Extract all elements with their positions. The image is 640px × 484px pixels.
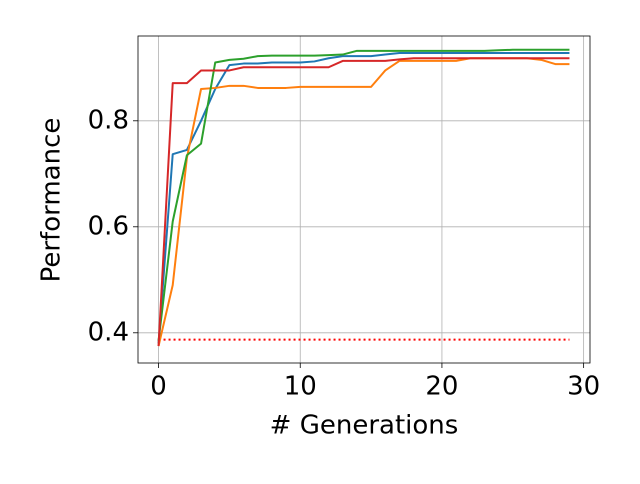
x-tick-label: 20	[425, 372, 458, 402]
x-axis-label: # Generations	[270, 411, 459, 441]
series-line	[157, 51, 570, 344]
series-line	[157, 57, 570, 347]
series-line	[157, 48, 570, 341]
x-tick-label: 0	[150, 372, 167, 402]
x-tick-label: 10	[284, 372, 317, 402]
x-tick-label: 30	[567, 372, 600, 402]
y-axis-label: Performance	[37, 118, 67, 283]
plot-frame	[137, 35, 591, 364]
series-line	[157, 57, 570, 347]
y-tick-label: 0.6	[88, 211, 129, 241]
y-tick-label: 0.4	[88, 317, 129, 347]
y-tick-label: 0.8	[88, 105, 129, 135]
